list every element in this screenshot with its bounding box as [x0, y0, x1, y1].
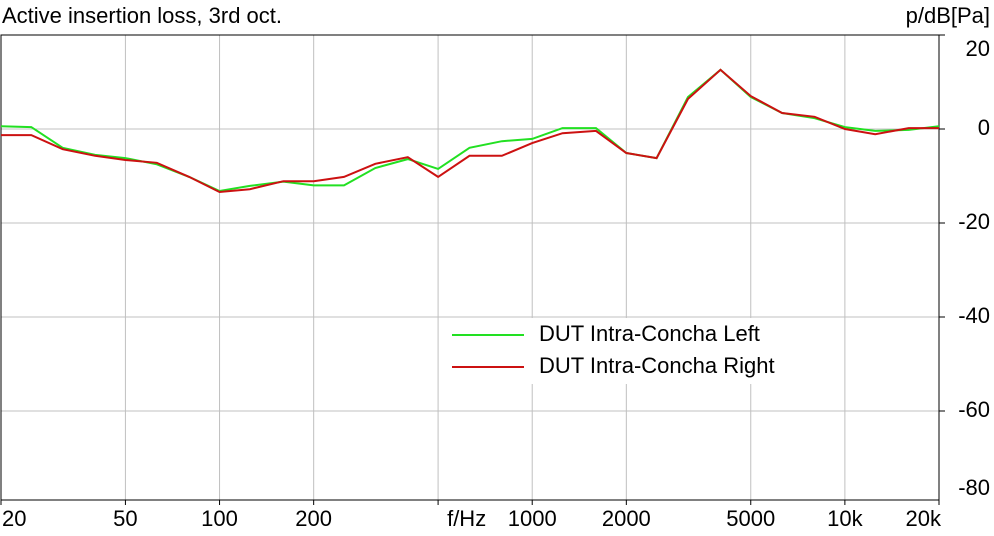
- y-tick-label: -60: [958, 397, 990, 422]
- legend-label: DUT Intra-Concha Right: [539, 353, 775, 378]
- legend-label: DUT Intra-Concha Left: [539, 321, 760, 346]
- x-tick-label: 1000: [508, 506, 557, 531]
- plot-frame: [0, 34, 940, 501]
- y-axis-label: p/dB[Pa]: [906, 3, 990, 28]
- x-tick-label: 100: [201, 506, 238, 531]
- x-tick-label: 20k: [906, 506, 942, 531]
- y-tick-label: -20: [958, 209, 990, 234]
- y-tick-label: -40: [958, 303, 990, 328]
- x-tick-label: 5000: [726, 506, 775, 531]
- data-line: [1, 68, 939, 193]
- legend-box: [445, 318, 835, 384]
- x-tick-label: f/Hz: [447, 506, 486, 531]
- x-tick-label: 200: [295, 506, 332, 531]
- x-tick-label: 2000: [602, 506, 651, 531]
- data-line: [1, 68, 939, 194]
- x-tick-label: 50: [113, 506, 137, 531]
- y-tick-label: -80: [958, 475, 990, 500]
- y-tick-label: 0: [978, 115, 990, 140]
- y-tick-label: 20: [966, 36, 990, 61]
- x-tick-label: 10k: [827, 506, 863, 531]
- x-tick-label: 20: [2, 506, 26, 531]
- chart-title: Active insertion loss, 3rd oct.: [2, 3, 282, 28]
